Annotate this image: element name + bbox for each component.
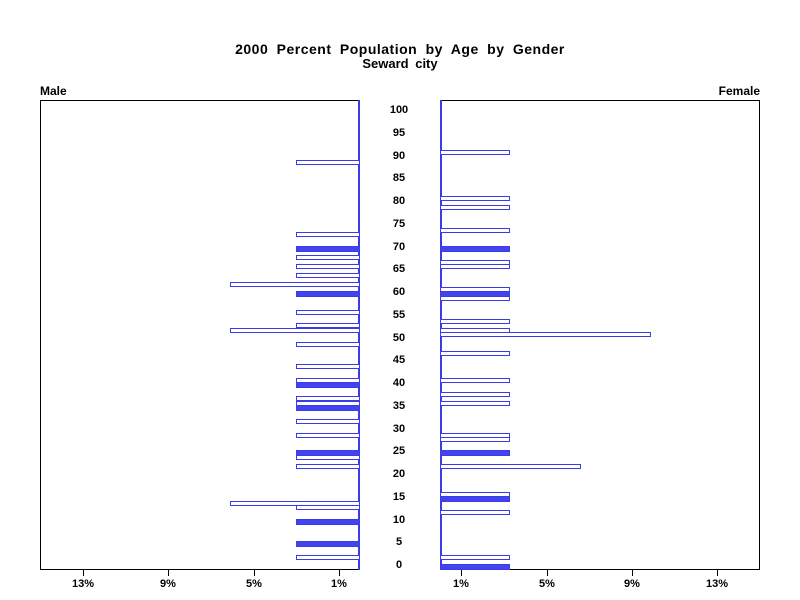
female-percent-tick-1: [461, 570, 462, 576]
age-tick-label-60: 60: [392, 286, 406, 298]
male-bar-age-35: [296, 405, 360, 411]
male-bar-age-10: [296, 519, 360, 525]
male-bar-age-44: [296, 364, 360, 369]
age-tick-label-100: 100: [389, 104, 409, 116]
male-bar-age-49: [296, 342, 360, 347]
female-bar-age-25: [440, 450, 510, 456]
female-bar-age-41: [440, 378, 510, 383]
age-tick-label-30: 30: [392, 422, 406, 435]
male-panel: [40, 100, 360, 570]
male-panel-label: Male: [40, 84, 67, 98]
female-bar-age-74: [440, 228, 510, 233]
female-panel-label: Female: [718, 84, 760, 98]
female-bar-age-66: [440, 264, 510, 269]
female-bar-age-47: [440, 351, 510, 356]
male-bar-age-66: [296, 264, 360, 269]
age-tick-label-55: 55: [392, 308, 406, 321]
male-bar-age-68: [296, 255, 360, 260]
female-percent-tick-5: [547, 570, 548, 576]
female-bar-age-79: [440, 205, 510, 210]
age-tick-label-95: 95: [392, 126, 406, 139]
male-zero-axis: [358, 100, 360, 570]
female-bar-age-51: [440, 332, 651, 337]
male-bar-age-14: [230, 501, 360, 506]
female-bar-age-22: [440, 464, 581, 469]
age-tick-label-70: 70: [392, 240, 406, 253]
male-bar-age-29: [296, 433, 360, 438]
male-percent-tick-9: [168, 570, 169, 576]
male-bar-age-53: [296, 323, 360, 328]
female-bar-age-36: [440, 401, 510, 406]
age-tick-label-35: 35: [392, 399, 406, 412]
male-bar-age-37: [296, 396, 360, 401]
age-tick-label-80: 80: [392, 195, 406, 207]
male-percent-tick-1: [339, 570, 340, 576]
age-tick-label-40: 40: [392, 377, 406, 389]
male-percent-tick-label-13: 13%: [71, 578, 95, 590]
age-tick-label-25: 25: [392, 445, 406, 458]
male-bar-age-40: [296, 382, 360, 388]
male-percent-tick-label-9: 9%: [160, 578, 176, 590]
age-tick-label-75: 75: [392, 217, 406, 230]
male-percent-tick-label-5: 5%: [246, 578, 262, 590]
male-bar-age-24: [296, 455, 360, 460]
female-percent-tick-label-1: 1%: [453, 578, 469, 590]
male-bar-age-56: [296, 310, 360, 315]
age-tick-label-5: 5: [395, 536, 403, 549]
age-tick-label-10: 10: [392, 513, 406, 526]
male-bar-age-22: [296, 464, 360, 469]
male-bar-age-73: [296, 232, 360, 237]
female-bar-age-81: [440, 196, 510, 201]
female-bar-age-38: [440, 392, 510, 397]
female-percent-tick-label-13: 13%: [705, 578, 729, 590]
male-bar-age-64: [296, 273, 360, 278]
female-bar-age-59: [440, 296, 510, 301]
age-tick-label-15: 15: [392, 490, 406, 503]
age-tick-label-50: 50: [392, 331, 406, 344]
male-bar-age-5: [296, 541, 360, 547]
female-percent-tick-9: [632, 570, 633, 576]
female-bar-age-15: [440, 496, 510, 502]
male-bar-age-13: [296, 505, 360, 510]
male-bar-age-60: [296, 291, 360, 297]
female-bar-age-28: [440, 437, 510, 442]
age-tick-label-0: 0: [395, 559, 403, 571]
female-bar-age-0: [440, 564, 510, 570]
age-tick-label-85: 85: [392, 172, 406, 185]
age-tick-label-65: 65: [392, 263, 406, 276]
female-percent-tick-label-5: 5%: [539, 578, 555, 590]
female-bar-age-91: [440, 150, 510, 155]
age-tick-label-45: 45: [392, 354, 406, 367]
male-bar-age-89: [296, 160, 360, 165]
female-bar-age-70: [440, 246, 510, 252]
female-bar-age-54: [440, 319, 510, 324]
age-tick-label-20: 20: [392, 468, 406, 480]
chart-title: 2000 Percent Population by Age by Gender: [235, 41, 565, 57]
male-bar-age-32: [296, 419, 360, 424]
male-bar-age-62: [230, 282, 360, 287]
female-bar-age-12: [440, 510, 510, 515]
female-percent-tick-13: [717, 570, 718, 576]
chart-subtitle: Seward city: [362, 56, 438, 71]
male-bar-age-70: [296, 246, 360, 252]
female-bar-age-2: [440, 555, 510, 560]
male-percent-tick-label-1: 1%: [331, 578, 347, 590]
male-bar-age-2: [296, 555, 360, 560]
male-percent-tick-5: [254, 570, 255, 576]
male-percent-tick-13: [83, 570, 84, 576]
age-tick-label-90: 90: [392, 149, 406, 162]
female-percent-tick-label-9: 9%: [624, 578, 640, 590]
male-bar-age-52: [230, 328, 360, 333]
